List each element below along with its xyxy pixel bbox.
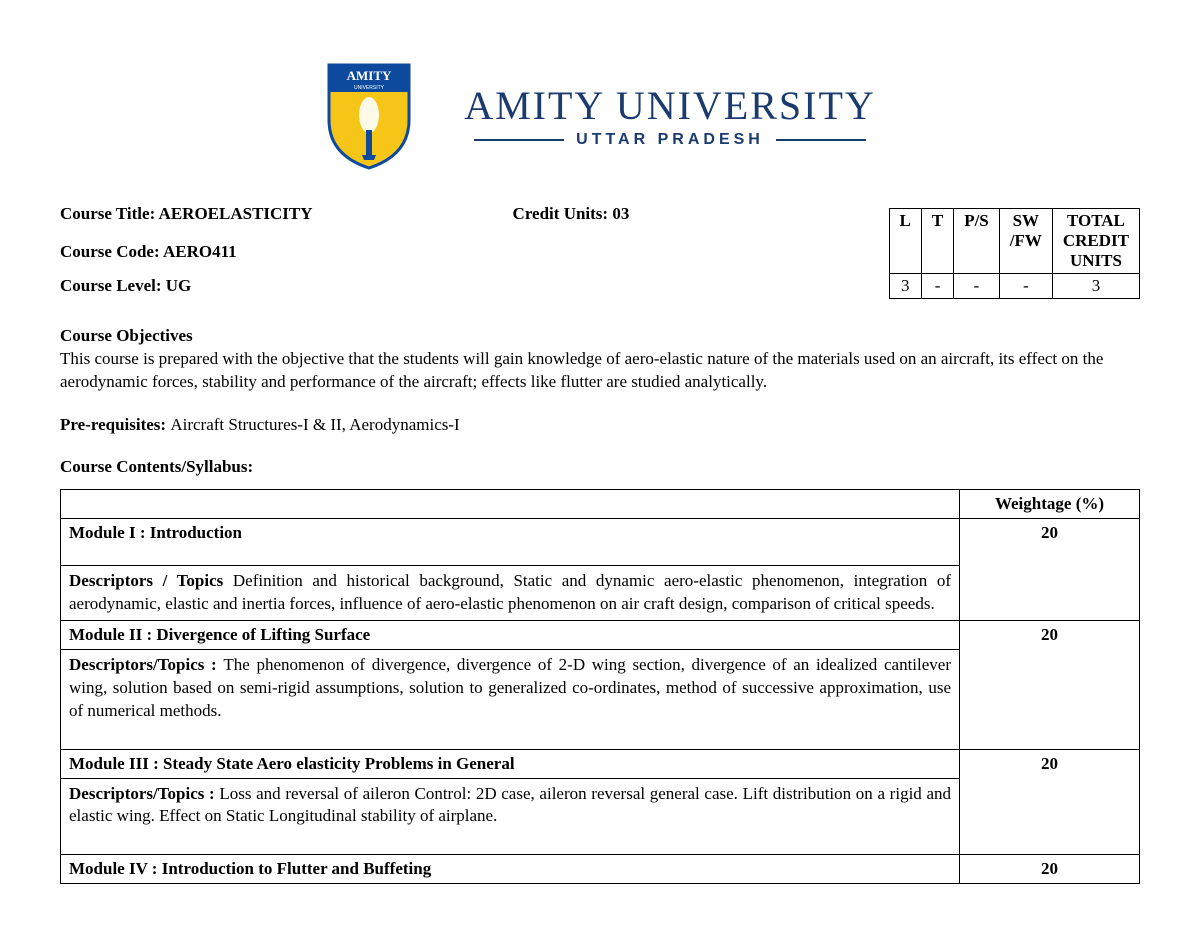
table-row: Module II : Divergence of Lifting Surfac… — [61, 620, 1140, 649]
desc-label: Descriptors / Topics — [69, 571, 223, 590]
table-row: Module IV : Introduction to Flutter and … — [61, 855, 1140, 884]
table-row: Module III : Steady State Aero elasticit… — [61, 749, 1140, 778]
prereq-label: Pre-requisites: — [60, 415, 170, 434]
course-title-line: Course Title: AEROELASTICITY — [60, 204, 313, 224]
table-row: L T P/S SW /FW TOTAL CREDIT UNITS — [889, 209, 1139, 274]
university-name: AMITY UNIVERSITY — [464, 82, 876, 129]
module-desc: Descriptors / Topics Definition and hist… — [61, 565, 960, 620]
university-subtitle-row: UTTAR PRADESH — [464, 131, 876, 149]
credit-units-label: Credit Units: — [513, 204, 613, 223]
credit-cell: 3 — [889, 274, 921, 299]
credit-header-total: TOTAL CREDIT UNITS — [1052, 209, 1139, 274]
desc-label: Descriptors/Topics : — [69, 784, 219, 803]
module-weight: 20 — [960, 855, 1140, 884]
credit-header-t: T — [921, 209, 953, 274]
course-level-line: Course Level: UG — [60, 276, 889, 296]
course-code-label: Course Code: — [60, 242, 163, 261]
table-row: Module I : Introduction 20 — [61, 518, 1140, 565]
page-header: AMITY UNIVERSITY AMITY UNIVERSITY UTTAR … — [60, 60, 1140, 170]
university-logo: AMITY UNIVERSITY — [324, 60, 414, 170]
prereq-value: Aircraft Structures-I & II, Aerodynamics… — [170, 415, 459, 434]
module-weight: 20 — [960, 518, 1140, 620]
syllabus-table: Weightage (%) Module I : Introduction 20… — [60, 489, 1140, 885]
credit-cell: - — [999, 274, 1052, 299]
objectives-heading: Course Objectives — [60, 326, 1140, 346]
course-level-value: UG — [166, 276, 192, 295]
credit-header-swfw: SW /FW — [999, 209, 1052, 274]
course-top-row: Course Title: AEROELASTICITY Credit Unit… — [60, 200, 1140, 310]
divider-line — [474, 139, 564, 141]
credit-header-l: L — [889, 209, 921, 274]
table-row: 3 - - - 3 — [889, 274, 1139, 299]
module-weight: 20 — [960, 749, 1140, 855]
desc-label: Descriptors/Topics : — [69, 655, 223, 674]
empty-header — [61, 489, 960, 518]
prerequisites-line: Pre-requisites: Aircraft Structures-I & … — [60, 414, 1140, 437]
shield-icon: AMITY UNIVERSITY — [324, 60, 414, 170]
university-title-block: AMITY UNIVERSITY UTTAR PRADESH — [464, 82, 876, 149]
table-row: Weightage (%) — [61, 489, 1140, 518]
credit-units-table: L T P/S SW /FW TOTAL CREDIT UNITS 3 - - … — [889, 208, 1140, 299]
course-code-value: AERO411 — [163, 242, 237, 261]
module-title: Module II : Divergence of Lifting Surfac… — [61, 620, 960, 649]
course-level-label: Course Level: — [60, 276, 166, 295]
module-desc: Descriptors/Topics : The phenomenon of d… — [61, 649, 960, 749]
module-title: Module III : Steady State Aero elasticit… — [61, 749, 960, 778]
course-title-label: Course Title: — [60, 204, 159, 223]
module-title: Module I : Introduction — [61, 518, 960, 565]
credit-cell: - — [921, 274, 953, 299]
module-weight: 20 — [960, 620, 1140, 749]
credit-cell: - — [954, 274, 1000, 299]
syllabus-heading: Course Contents/Syllabus: — [60, 457, 1140, 477]
credit-units-line: Credit Units: 03 — [513, 204, 630, 224]
logo-text-top: AMITY — [347, 68, 392, 83]
weight-header: Weightage (%) — [960, 489, 1140, 518]
credit-units-value: 03 — [612, 204, 629, 223]
credit-header-ps: P/S — [954, 209, 1000, 274]
course-title-value: AEROELASTICITY — [159, 204, 313, 223]
course-meta: Course Title: AEROELASTICITY Credit Unit… — [60, 200, 889, 310]
objectives-text: This course is prepared with the objecti… — [60, 348, 1140, 394]
divider-line — [776, 139, 866, 141]
module-title: Module IV : Introduction to Flutter and … — [61, 855, 960, 884]
university-subtitle: UTTAR PRADESH — [576, 131, 764, 149]
module-desc: Descriptors/Topics : Loss and reversal o… — [61, 778, 960, 855]
course-code-line: Course Code: AERO411 — [60, 242, 889, 262]
logo-text-sub: UNIVERSITY — [354, 85, 385, 91]
credit-cell: 3 — [1052, 274, 1139, 299]
